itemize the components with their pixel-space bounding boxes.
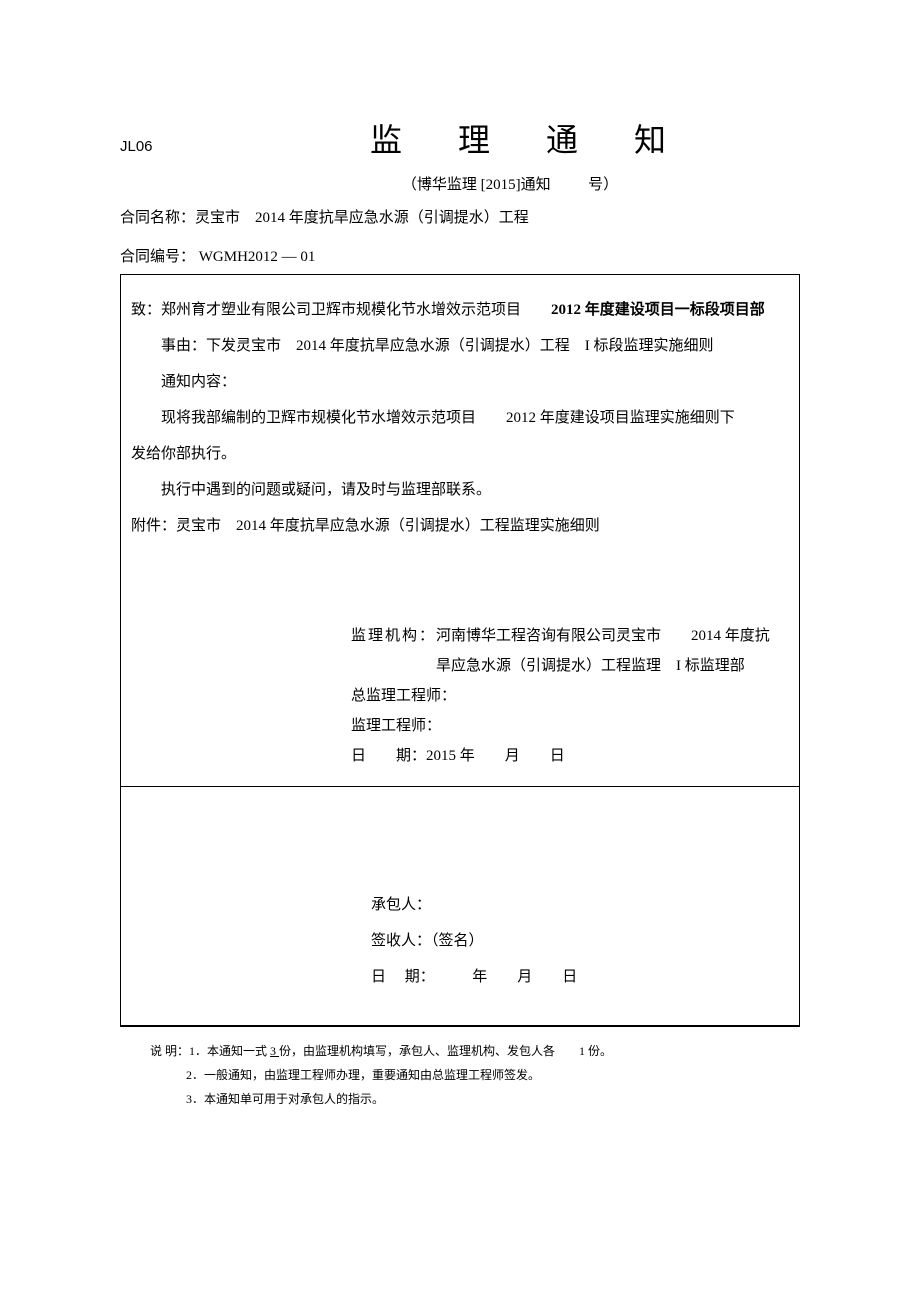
- content-1a: 现将我部编制的卫辉市规模化节水增效示范项目: [161, 410, 476, 426]
- note-1-underline: 3: [270, 1044, 279, 1058]
- subtitle-suffix: 号）: [588, 177, 618, 193]
- subtitle-prefix: （博华监理 [2015]通知: [402, 177, 551, 193]
- contract-name-line: 合同名称：灵宝市 2014 年度抗旱应急水源（引调提水）工程: [120, 206, 800, 227]
- note-1: 1．本通知一式 3 份，由监理机构填写，承包人、监理机构、发包人各 1 份。: [189, 1039, 612, 1063]
- note-1b: 份，由监理机构填写，承包人、监理机构、发包人各 1 份。: [279, 1044, 612, 1058]
- reason-line: 事由：下发灵宝市 2014 年度抗旱应急水源（引调提水）工程 I 标段监理实施细…: [131, 331, 789, 361]
- org-label: 监理机构：: [351, 621, 436, 681]
- attach-line: 附件：灵宝市 2014 年度抗旱应急水源（引调提水）工程监理实施细则: [131, 511, 789, 541]
- notes-label-spacer: [150, 1063, 186, 1087]
- section-bottom: 承包人： 签收人：（签名） 日 期： 年 月 日: [121, 787, 799, 1025]
- page-title: 监 理 通 知: [220, 115, 800, 161]
- org-value-1: 河南博华工程咨询有限公司灵宝市 2014 年度抗: [436, 628, 770, 644]
- content-line-1: 现将我部编制的卫辉市规模化节水增效示范项目 2012 年度建设项目监理实施细则下: [131, 403, 789, 433]
- issuer-date-line: 日 期：2015 年 月 日: [351, 741, 789, 771]
- attach-value: 灵宝市 2014 年度抗旱应急水源（引调提水）工程监理实施细则: [176, 518, 600, 534]
- note-3: 3．本通知单可用于对承包人的指示。: [186, 1087, 384, 1111]
- notes-label-spacer-2: [150, 1087, 186, 1111]
- content-label: 通知内容：: [161, 374, 236, 390]
- header-row: JL06 监 理 通 知: [120, 115, 800, 161]
- content-label-line: 通知内容：: [131, 367, 789, 397]
- issuer-date-label: 日 期：: [351, 748, 426, 764]
- reason-value: 下发灵宝市 2014 年度抗旱应急水源（引调提水）工程 I 标段监理实施细则: [206, 338, 714, 354]
- to-value-1: 郑州育才塑业有限公司卫辉市规模化节水增效示范项目: [161, 302, 521, 318]
- receiver-date-line: 日 期： 年 月 日: [371, 959, 789, 995]
- to-label: 致：: [131, 302, 161, 318]
- contract-num-line: 合同编号： WGMH2012 — 01: [120, 245, 800, 266]
- note-1a: 1．本通知一式: [189, 1044, 270, 1058]
- section-top: 致：郑州育才塑业有限公司卫辉市规模化节水增效示范项目 2012 年度建设项目一标…: [121, 275, 799, 787]
- contract-num-label: 合同编号：: [120, 249, 195, 265]
- to-line: 致：郑州育才塑业有限公司卫辉市规模化节水增效示范项目 2012 年度建设项目一标…: [131, 295, 789, 325]
- note-row-3: 3．本通知单可用于对承包人的指示。: [150, 1087, 800, 1111]
- contractor-line: 承包人：: [371, 887, 789, 923]
- notes-label: 说 明：: [150, 1039, 189, 1063]
- note-2: 2．一般通知，由监理工程师办理，重要通知由总监理工程师签发。: [186, 1063, 540, 1087]
- reason-label: 事由：: [161, 338, 206, 354]
- main-box: 致：郑州育才塑业有限公司卫辉市规模化节水增效示范项目 2012 年度建设项目一标…: [120, 274, 800, 1027]
- content-1b: 2012 年度建设项目监理实施细则下: [506, 410, 735, 426]
- attach-label: 附件：: [131, 518, 176, 534]
- to-value-2: 2012 年度建设项目一标段项目部: [551, 302, 765, 318]
- subtitle: （博华监理 [2015]通知 号）: [120, 173, 800, 194]
- notes-block: 说 明： 1．本通知一式 3 份，由监理机构填写，承包人、监理机构、发包人各 1…: [120, 1039, 800, 1111]
- engineer-line: 监理工程师：: [351, 711, 789, 741]
- receiver-line: 签收人：（签名）: [371, 923, 789, 959]
- note-row-2: 2．一般通知，由监理工程师办理，重要通知由总监理工程师签发。: [150, 1063, 800, 1087]
- contract-name-label: 合同名称：: [120, 210, 195, 226]
- signature-block-issuer: 监理机构： 河南博华工程咨询有限公司灵宝市 2014 年度抗 旱应急水源（引调提…: [131, 621, 789, 771]
- form-code: JL06: [120, 138, 220, 155]
- org-value: 河南博华工程咨询有限公司灵宝市 2014 年度抗 旱应急水源（引调提水）工程监理…: [436, 621, 789, 681]
- note-row-1: 说 明： 1．本通知一式 3 份，由监理机构填写，承包人、监理机构、发包人各 1…: [150, 1039, 800, 1063]
- issuer-date-value: 2015 年 月 日: [426, 748, 565, 764]
- contract-name-value: 灵宝市 2014 年度抗旱应急水源（引调提水）工程: [195, 210, 529, 226]
- content-line-2: 发给你部执行。: [131, 439, 789, 469]
- org-line: 监理机构： 河南博华工程咨询有限公司灵宝市 2014 年度抗 旱应急水源（引调提…: [351, 621, 789, 681]
- signature-block-receiver: 承包人： 签收人：（签名） 日 期： 年 月 日: [131, 887, 789, 995]
- contract-num-value: WGMH2012 — 01: [195, 249, 315, 265]
- chief-engineer-line: 总监理工程师：: [351, 681, 789, 711]
- content-line-3: 执行中遇到的问题或疑问，请及时与监理部联系。: [131, 475, 789, 505]
- org-value-2: 旱应急水源（引调提水）工程监理 I 标监理部: [436, 658, 745, 674]
- subtitle-spacer: [554, 177, 584, 193]
